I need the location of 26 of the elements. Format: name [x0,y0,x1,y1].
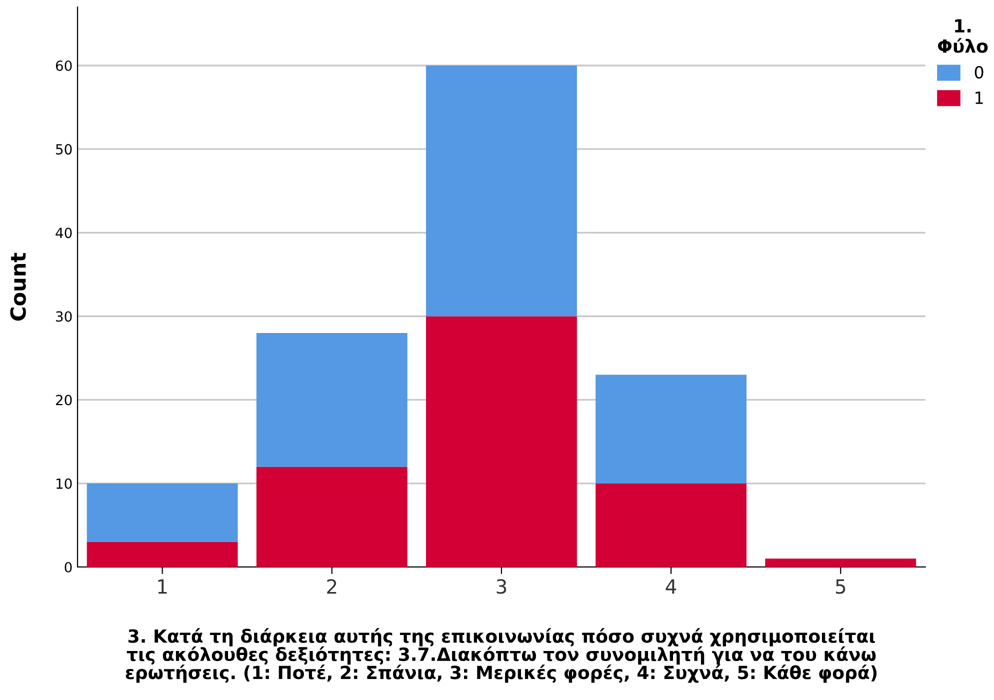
y-tick-label: 40 [56,228,72,238]
bar [765,558,916,567]
legend-label: 0 [974,66,984,79]
x-tick-label: 1 [158,579,167,594]
x-axis-title: 3. Κατά τη διάρκεια αυτής της επικοινωνίας πόσο συχνά χρησιμοποιείται τις ακόλουθες δεξιότητες: 3.7.Διακόπτω τον συνομιλητή για να του κάνω ερωτήσεις. (1: Ποτέ, 2: Σπάνια, 3: Μερικές φορές, 4: Συχνά, 5: Κάθε φορά) [126,628,877,683]
bar [596,483,747,567]
bar [256,466,408,567]
x-tick-label: 2 [327,579,336,594]
y-axis-title: Count [10,252,26,321]
y-tick-label: 0 [64,562,72,572]
y-tick-label: 20 [56,394,72,406]
legend-title: 1. Φύλο [938,19,988,53]
y-tick-label: 50 [56,144,72,155]
legend-label: 1 [976,92,983,104]
x-tick-label: 4 [666,579,676,594]
y-tick-label: 60 [56,60,72,71]
bar [256,332,408,467]
y-tick-label: 10 [56,478,72,489]
x-tick-label: 5 [836,579,846,594]
bar [426,66,577,316]
y-tick-label: 30 [56,311,72,322]
bar [86,542,238,567]
bar [596,374,747,484]
bar [86,483,238,542]
x-tick-label: 3 [496,579,506,594]
bar [426,316,577,567]
